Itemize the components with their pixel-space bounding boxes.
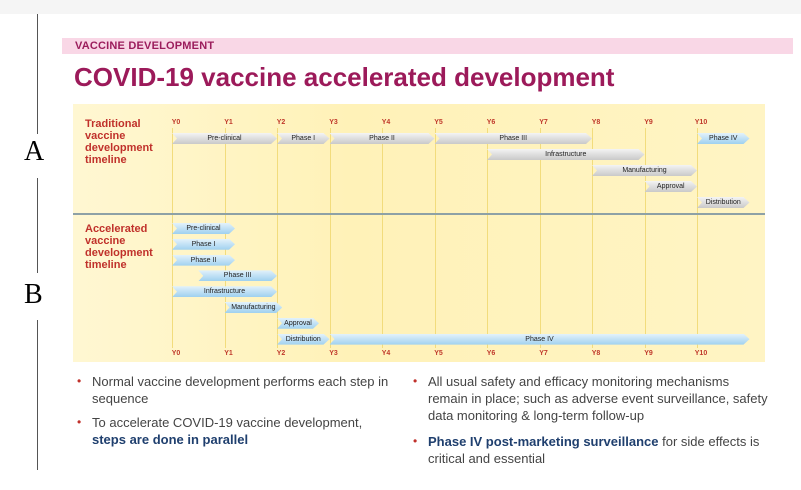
bullet-right-1-text: All usual safety and efficacy monitoring… [428, 374, 768, 423]
accelerated-bar-infrastructure: Infrastructure [172, 286, 277, 297]
bullet-dot: • [413, 374, 418, 388]
accelerated-bar-approval: Approval [277, 318, 319, 329]
side-line-a-bottom [37, 178, 38, 273]
traditional-bar-phase-ii: Phase II [330, 133, 435, 144]
gridline [539, 128, 541, 348]
side-line-b-bottom [37, 320, 38, 470]
accelerated-tick-y10: Y10 [694, 350, 708, 357]
accelerated-bar-distribution: Distribution [277, 334, 330, 345]
accelerated-label: Accelerated vaccine development timeline [85, 223, 153, 271]
top-strip [0, 0, 801, 14]
accelerated-tick-y1: Y1 [224, 350, 233, 357]
accelerated-tick-y3: Y3 [329, 350, 338, 357]
bullet-dot: • [77, 374, 82, 388]
gridline [592, 128, 593, 348]
bullet-right-2-mid: for side effects [658, 434, 747, 449]
accelerated-tick-y7: Y7 [539, 350, 548, 357]
accelerated-bar-phase-i: Phase I [172, 239, 235, 250]
traditional-tick-y10: Y10 [694, 119, 708, 126]
traditional-bar-approval: Approval [645, 181, 698, 192]
section-label: VACCINE DEVELOPMENT [75, 40, 215, 52]
bullet-left-2-text: To accelerate COVID-19 vaccine developme… [92, 415, 363, 430]
traditional-tick-y2: Y2 [276, 119, 286, 126]
traditional-bar-manufacturing: Manufacturing [592, 165, 697, 176]
traditional-tick-y9: Y9 [644, 119, 653, 126]
bullet-left-2-bold: steps are done in parallel [92, 432, 249, 447]
section-band [62, 38, 793, 54]
accelerated-tick-y5: Y5 [434, 350, 443, 357]
slide-title: COVID-19 vaccine accelerated development [74, 62, 615, 92]
traditional-tick-y3: Y3 [329, 119, 338, 126]
gridline [382, 128, 383, 348]
accelerated-tick-y6: Y6 [486, 350, 496, 357]
bullet-dot: • [413, 434, 418, 448]
bullet-right-1: • All usual safety and efficacy monitori… [413, 373, 768, 424]
traditional-tick-y0: Y0 [171, 119, 181, 126]
gridline [697, 128, 698, 348]
gridline [277, 128, 278, 348]
traditional-bar-phase-i: Phase I [277, 133, 330, 144]
gridline [434, 128, 436, 348]
bullet-right-2: • Phase IV post-marketing surveillance f… [413, 433, 768, 467]
gridline [644, 128, 646, 348]
accelerated-bar-manufacturing: Manufacturing [225, 302, 283, 313]
bullet-right-2-text: is critical and essential [428, 434, 760, 466]
bullet-right-2-bold: Phase IV post-marketing surveillance [428, 434, 659, 449]
bullet-dot: • [77, 415, 82, 429]
traditional-tick-y5: Y5 [434, 119, 443, 126]
bullet-left-1-text: Normal vaccine development performs each… [92, 374, 389, 406]
accelerated-tick-y2: Y2 [276, 350, 286, 357]
traditional-tick-y7: Y7 [539, 119, 548, 126]
accelerated-bar-phase-iii: Phase III [198, 270, 277, 281]
accelerated-bar-pre-clinical: Pre-clinical [172, 223, 235, 234]
traditional-tick-y8: Y8 [591, 119, 601, 126]
traditional-tick-y1: Y1 [224, 119, 233, 126]
gridline [224, 128, 226, 348]
gridline [487, 128, 488, 348]
gridline [172, 128, 173, 348]
side-letter-a: A [24, 136, 45, 167]
accelerated-tick-y8: Y8 [591, 350, 601, 357]
accelerated-tick-y9: Y9 [644, 350, 653, 357]
bullet-left-1: • Normal vaccine development performs ea… [77, 373, 392, 407]
side-line-a-top [37, 14, 38, 134]
traditional-bar-phase-iii: Phase III [435, 133, 593, 144]
traditional-tick-y6: Y6 [486, 119, 496, 126]
accelerated-tick-y4: Y4 [381, 350, 391, 357]
traditional-tick-y4: Y4 [381, 119, 391, 126]
accelerated-bar-phase-iv: Phase IV [330, 334, 750, 345]
traditional-bar-pre-clinical: Pre-clinical [172, 133, 277, 144]
traditional-label: Traditional vaccine development timeline [85, 118, 153, 166]
accelerated-tick-y0: Y0 [171, 350, 181, 357]
traditional-bar-phase-iv: Phase IV [697, 133, 750, 144]
bullet-left-2: • To accelerate COVID-19 vaccine develop… [77, 414, 392, 448]
traditional-bar-distribution: Distribution [697, 197, 750, 208]
traditional-bar-infrastructure: Infrastructure [487, 149, 645, 160]
side-letter-b: B [24, 279, 43, 310]
accelerated-bar-phase-ii: Phase II [172, 255, 235, 266]
timeline-divider [73, 213, 765, 215]
gridline [329, 128, 331, 348]
